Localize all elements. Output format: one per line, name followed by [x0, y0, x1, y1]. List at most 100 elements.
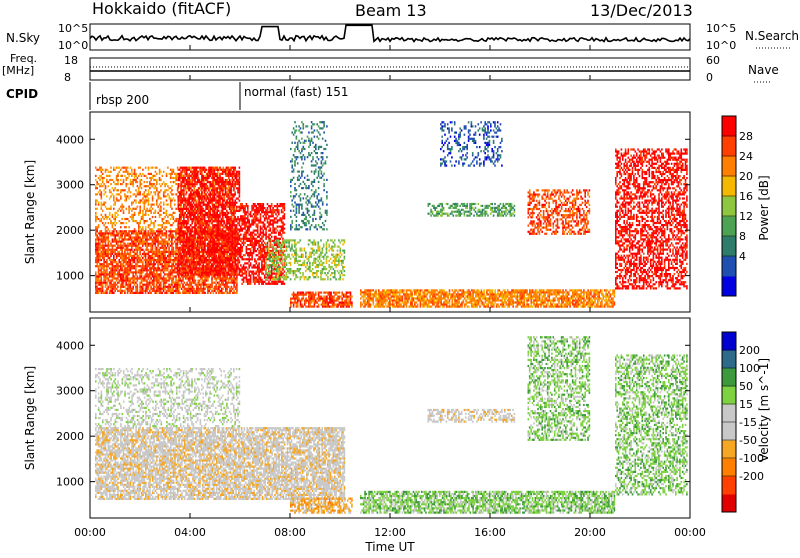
range-gate-cell: [207, 220, 209, 222]
range-gate-cell: [226, 263, 228, 265]
range-gate-cell: [175, 277, 177, 279]
range-gate-cell: [171, 238, 173, 240]
range-gate-cell: [138, 257, 140, 259]
range-gate-cell: [96, 193, 98, 195]
range-gate-cell: [173, 259, 175, 261]
range-gate-cell: [128, 210, 130, 212]
range-gate-cell: [138, 187, 140, 189]
range-gate-cell: [190, 195, 192, 197]
range-gate-cell: [226, 235, 228, 237]
range-gate-cell: [161, 238, 163, 240]
range-gate-cell: [127, 267, 129, 269]
range-gate-cell: [218, 204, 220, 206]
range-gate-cell: [178, 259, 180, 261]
range-gate-cell: [188, 280, 190, 282]
range-gate-cell: [215, 187, 217, 189]
range-gate-cell: [187, 274, 189, 276]
range-gate-cell: [183, 193, 185, 195]
range-gate-cell: [182, 212, 184, 214]
range-gate-cell: [223, 214, 225, 216]
range-gate-cell: [179, 198, 181, 200]
range-gate-cell: [99, 249, 101, 251]
range-gate-cell: [193, 261, 195, 263]
range-gate-cell: [201, 206, 203, 208]
range-gate-cell: [135, 267, 137, 269]
range-gate-cell: [203, 218, 205, 220]
range-gate-cell: [177, 189, 179, 191]
range-gate-cell: [188, 284, 190, 286]
range-gate-cell: [164, 183, 166, 185]
range-gate-cell: [191, 177, 193, 179]
range-gate-cell: [235, 282, 237, 284]
range-gate-cell: [161, 255, 163, 257]
range-gate-cell: [108, 265, 110, 267]
range-gate-cell: [212, 179, 214, 181]
range-gate-cell: [194, 270, 196, 272]
range-gate-cell: [193, 288, 195, 290]
range-gate-cell: [105, 191, 107, 193]
range-gate-cell: [123, 189, 125, 191]
range-gate-cell: [98, 245, 100, 247]
range-gate-cell: [112, 216, 114, 218]
range-gate-cell: [207, 251, 209, 253]
range-gate-cell: [145, 267, 147, 269]
range-gate-cell: [184, 272, 186, 274]
range-gate-cell: [130, 255, 132, 257]
range-gate-cell: [128, 280, 130, 282]
range-gate-cell: [146, 241, 148, 243]
range-gate-cell: [184, 247, 186, 249]
range-gate-cell: [215, 265, 217, 267]
range-gate-cell: [98, 247, 100, 249]
range-gate-cell: [95, 204, 97, 206]
range-gate-cell: [110, 290, 112, 292]
range-gate-cell: [197, 208, 199, 210]
range-gate-cell: [226, 193, 228, 195]
range-gate-cell: [182, 274, 184, 276]
range-gate-cell: [156, 288, 158, 290]
range-gate-cell: [98, 251, 100, 253]
range-gate-cell: [163, 288, 165, 290]
range-gate-cell: [220, 286, 222, 288]
range-gate-cell: [141, 216, 143, 218]
range-gate-cell: [153, 191, 155, 193]
range-gate-cell: [194, 167, 196, 169]
range-gate-cell: [209, 241, 211, 243]
range-gate-cell: [121, 232, 123, 234]
range-gate-cell: [207, 228, 209, 230]
range-gate-cell: [123, 259, 125, 261]
range-gate-cell: [203, 292, 205, 294]
range-gate-cell: [192, 280, 194, 282]
range-gate-cell: [110, 222, 112, 224]
range-gate-cell: [163, 234, 165, 236]
range-gate-cell: [101, 241, 103, 243]
range-gate-cell: [175, 232, 177, 234]
range-gate-cell: [166, 236, 168, 238]
range-gate-cell: [206, 277, 208, 279]
range-gate-cell: [98, 253, 100, 255]
range-gate-cell: [182, 191, 184, 193]
range-gate-cell: [186, 220, 188, 222]
range-gate-cell: [128, 288, 130, 290]
range-gate-cell: [144, 206, 146, 208]
range-gate-cell: [198, 193, 200, 195]
range-gate-cell: [215, 237, 217, 239]
range-gate-cell: [230, 175, 232, 177]
range-gate-cell: [233, 277, 235, 279]
range-gate-cell: [226, 245, 228, 247]
range-gate-cell: [114, 251, 116, 253]
range-gate-cell: [120, 210, 122, 212]
range-gate-cell: [222, 198, 224, 200]
range-gate-cell: [134, 179, 136, 181]
range-gate-cell: [211, 233, 213, 235]
range-gate-cell: [134, 236, 136, 238]
range-gate-cell: [105, 290, 107, 292]
range-gate-cell: [108, 208, 110, 210]
range-gate-cell: [173, 269, 175, 271]
range-gate-cell: [108, 222, 110, 224]
range-gate-cell: [103, 269, 105, 271]
range-gate-cell: [186, 208, 188, 210]
range-gate-cell: [160, 236, 162, 238]
range-gate-cell: [178, 286, 180, 288]
range-gate-cell: [212, 187, 214, 189]
range-gate-cell: [102, 247, 104, 249]
